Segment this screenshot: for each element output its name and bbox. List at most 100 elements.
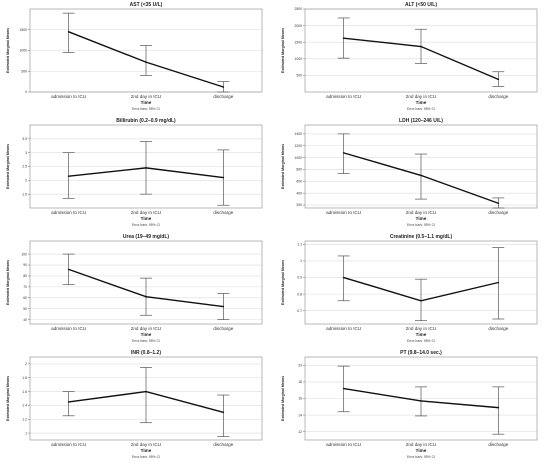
data-point	[497, 202, 500, 205]
y-tick-label: 50	[23, 307, 27, 311]
y-tick-label: 1.6	[22, 390, 27, 394]
y-tick-label: 16	[298, 397, 302, 401]
y-tick-label: 1000	[294, 57, 302, 61]
x-tick-label: 2nd day in ICU	[131, 94, 161, 99]
y-axis-title: Estimated Marginal Means	[281, 28, 285, 73]
chart-panel-1: AST (<35 U/L) 0 500 1000 1500 admission to IC…	[6, 2, 263, 111]
y-tick-label: 1500	[294, 40, 302, 44]
data-point	[342, 37, 345, 40]
y-tick-label: 100	[21, 252, 27, 256]
data-point	[67, 31, 70, 33]
x-axis-title: Time	[416, 448, 427, 453]
y-axis-title: Estimated Marginal Means	[281, 260, 285, 305]
error-bar	[415, 153, 427, 200]
y-tick-label: 600	[296, 180, 302, 184]
data-point	[145, 61, 147, 63]
chart-panel-8: PT (9.8–14.0 sec.) 12 14 16 18 20 admission to…	[281, 350, 538, 459]
x-tick-label: 2nd day in ICU	[131, 210, 161, 215]
x-tick-label: discharge	[488, 94, 508, 99]
data-point	[145, 390, 147, 393]
error-bar-note: Error bars: 95% CI	[407, 455, 435, 459]
data-point	[497, 406, 500, 409]
chart-title: ALT (<50 U/L)	[405, 2, 437, 8]
error-bar-note: Error bars: 95% CI	[132, 339, 160, 343]
y-tick-label: 12	[298, 430, 302, 434]
plot-area	[304, 240, 538, 325]
y-tick-label: 2	[25, 362, 27, 366]
x-tick-label: discharge	[488, 326, 508, 331]
chart-panel-5: Urea (19–49 mg/dL) 40 50 60 70 80 90 100 admissi…	[6, 234, 263, 343]
y-axis-title: Estimated Marginal Means	[6, 28, 10, 73]
y-axis-title: Estimated Marginal Means	[6, 144, 10, 189]
data-point	[497, 78, 500, 81]
y-tick-label: 2	[25, 179, 27, 183]
y-tick-label: 2500	[294, 7, 302, 11]
y-tick-label: 1.8	[22, 376, 27, 380]
y-tick-label: 18	[298, 380, 302, 384]
error-bar	[492, 386, 505, 435]
y-tick-label: 1500	[19, 28, 27, 32]
x-tick-label: 2nd day in ICU	[131, 326, 161, 331]
y-tick-label: 40	[23, 318, 27, 322]
plot-area	[304, 356, 538, 441]
x-tick-label: admission to ICU	[326, 326, 361, 331]
data-point	[222, 86, 225, 88]
x-tick-label: 2nd day in ICU	[131, 442, 161, 447]
x-tick-label: admission to ICU	[51, 210, 86, 215]
y-tick-label: 14	[298, 413, 302, 417]
data-point	[222, 411, 225, 414]
x-tick-label: discharge	[488, 442, 508, 447]
data-point	[67, 401, 70, 403]
y-tick-label: 60	[23, 296, 27, 300]
x-axis-title: Time	[416, 332, 427, 337]
error-bar	[337, 133, 350, 174]
x-tick-label: discharge	[488, 210, 508, 215]
y-tick-label: 500	[21, 69, 27, 73]
y-tick-label: 3.5	[22, 137, 27, 141]
y-tick-label: 0	[25, 90, 27, 94]
data-point	[420, 299, 422, 302]
x-tick-label: admission to ICU	[326, 210, 361, 215]
error-bar	[140, 367, 152, 424]
x-axis-title: Time	[141, 100, 152, 105]
y-tick-label: 0.8	[297, 292, 302, 296]
y-tick-label: 1.2	[22, 417, 27, 421]
y-tick-label: 2000	[294, 24, 302, 28]
y-tick-label: 1.4	[22, 404, 27, 408]
plot-area	[304, 8, 538, 93]
y-tick-label: 400	[296, 191, 302, 195]
data-point	[342, 152, 345, 154]
x-tick-label: admission to ICU	[326, 94, 361, 99]
y-tick-label: 80	[23, 274, 27, 278]
y-tick-label: 1400	[294, 132, 302, 136]
chart-panel-2: ALT (<50 U/L) 500 1000 1500 2000 2500 admissio…	[281, 2, 538, 111]
y-tick-label: 20	[298, 364, 302, 368]
data-point	[420, 400, 422, 402]
chart-title: LDH (120–246 U/L)	[399, 118, 443, 124]
x-tick-label: discharge	[213, 326, 233, 331]
error-bar	[415, 278, 427, 322]
plot-area	[29, 240, 263, 325]
x-tick-label: discharge	[213, 94, 233, 99]
y-tick-label: 0.9	[297, 276, 302, 280]
chart-title: AST (<35 U/L)	[130, 2, 163, 8]
error-bar-note: Error bars: 95% CI	[132, 107, 160, 111]
y-tick-label: 2.5	[22, 165, 27, 169]
error-bar-note: Error bars: 95% CI	[407, 223, 435, 227]
y-tick-label: 1.5	[22, 192, 27, 196]
x-tick-label: 2nd day in ICU	[406, 442, 436, 447]
y-tick-label: 70	[23, 285, 27, 289]
chart-title: Creatinine (0.5–1.1 mg/dL)	[390, 234, 453, 240]
data-point	[497, 281, 500, 284]
y-tick-label: 200	[296, 203, 302, 207]
y-tick-label: 1000	[19, 49, 27, 53]
chart-title: Billirubin (0.2–0.9 mg/dL)	[116, 118, 176, 124]
data-point	[145, 167, 147, 169]
x-axis-title: Time	[416, 216, 427, 221]
y-tick-label: 1	[25, 431, 27, 435]
error-bar-note: Error bars: 95% CI	[132, 223, 160, 227]
y-tick-label: 800	[296, 168, 302, 172]
chart-panel-6: Creatinine (0.5–1.1 mg/dL) 0.7 0.8 0.9 1 1.1 a…	[281, 234, 538, 343]
error-bar	[62, 391, 75, 417]
